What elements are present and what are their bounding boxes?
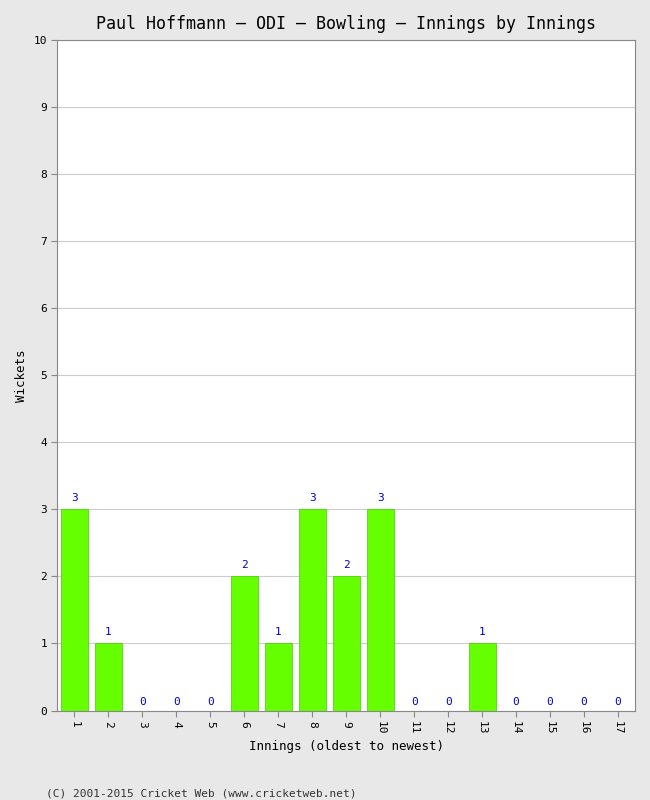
Text: 3: 3 <box>71 493 78 502</box>
Text: 0: 0 <box>580 697 588 706</box>
Text: (C) 2001-2015 Cricket Web (www.cricketweb.net): (C) 2001-2015 Cricket Web (www.cricketwe… <box>46 788 356 798</box>
Title: Paul Hoffmann – ODI – Bowling – Innings by Innings: Paul Hoffmann – ODI – Bowling – Innings … <box>96 15 596 33</box>
Bar <box>333 577 360 710</box>
Text: 3: 3 <box>377 493 384 502</box>
X-axis label: Innings (oldest to newest): Innings (oldest to newest) <box>249 740 444 753</box>
Text: 1: 1 <box>275 626 281 637</box>
Text: 2: 2 <box>241 560 248 570</box>
Text: 3: 3 <box>309 493 316 502</box>
Text: 2: 2 <box>343 560 350 570</box>
Text: 0: 0 <box>547 697 553 706</box>
Bar <box>95 643 122 710</box>
Text: 0: 0 <box>615 697 621 706</box>
Bar <box>61 510 88 710</box>
Bar <box>298 510 326 710</box>
Y-axis label: Wickets: Wickets <box>15 349 28 402</box>
Text: 1: 1 <box>479 626 486 637</box>
Bar <box>231 577 258 710</box>
Bar <box>469 643 496 710</box>
Text: 0: 0 <box>445 697 452 706</box>
Text: 0: 0 <box>513 697 519 706</box>
Text: 0: 0 <box>207 697 214 706</box>
Text: 0: 0 <box>173 697 180 706</box>
Bar <box>367 510 394 710</box>
Text: 0: 0 <box>411 697 417 706</box>
Bar <box>265 643 292 710</box>
Text: 1: 1 <box>105 626 112 637</box>
Text: 0: 0 <box>139 697 146 706</box>
